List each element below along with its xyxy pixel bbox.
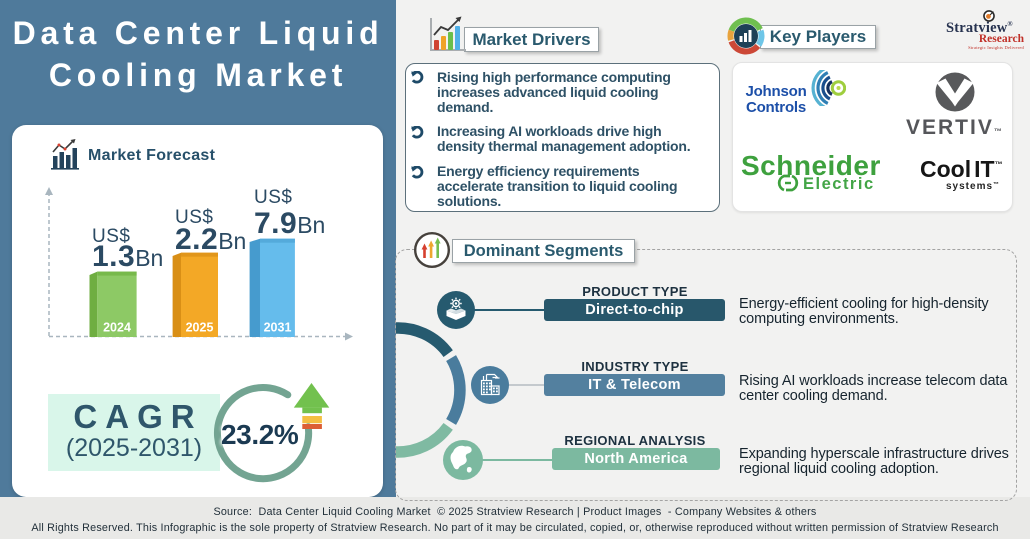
svg-text:2025: 2025	[186, 321, 214, 335]
svg-text:2024: 2024	[103, 321, 131, 335]
svg-text:2031: 2031	[264, 321, 292, 335]
